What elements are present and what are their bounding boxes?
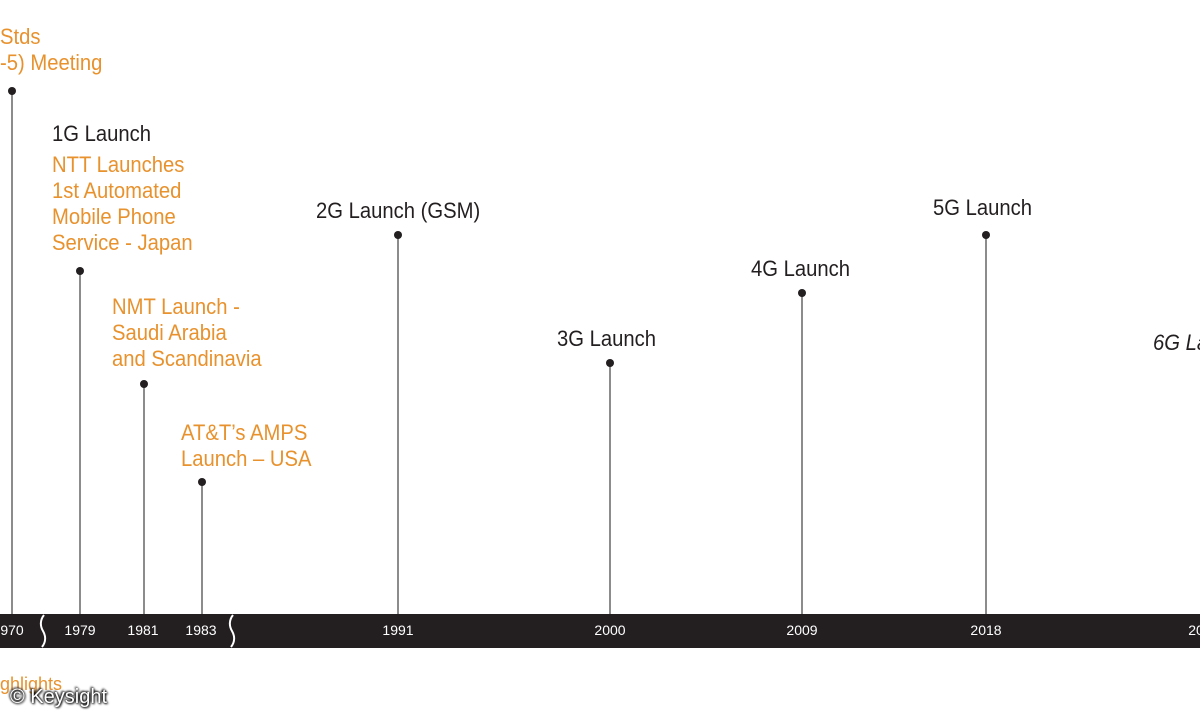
year-label: 1979 [64,622,96,638]
marker-dot-2009 [798,289,806,297]
year-label: 2000 [594,622,626,638]
year-label: 2018 [970,622,1002,638]
stds-meeting-label: Stds -5) Meeting [0,24,102,76]
stem-2009 [801,293,803,614]
marker-dot-1979 [76,267,84,275]
amps-launch-label: AT&T’s AMPS Launch – USA [181,420,312,472]
launch-5g-label: 5G Launch [933,195,1033,220]
launch-6g-label: 6G La [1153,330,1200,355]
stds-line-2: -5) Meeting [0,50,103,75]
marker-dot-2018 [982,231,990,239]
marker-dot-1981 [140,380,148,388]
nmt-line-3: and Scandinavia [112,346,262,371]
stem-1991 [397,235,399,614]
nmt-launch-label: NMT Launch - Saudi Arabia and Scandinavi… [112,294,262,372]
ntt-line-4: Service - Japan [52,230,193,255]
ntt-line-3: Mobile Phone [52,204,176,229]
year-label: 2009 [786,622,818,638]
launch-1g-label: 1G Launch [52,121,152,146]
stem-1983 [201,482,203,614]
year-label: 1983 [185,622,217,638]
launch-2g-label: 2G Launch (GSM) [316,198,481,223]
stem-1979 [79,271,81,614]
marker-dot-1970 [8,87,16,95]
stem-1981 [143,384,145,614]
copyright-credit: © Keysight [10,686,108,708]
stds-line-1: Stds [0,24,41,49]
stem-2000 [609,363,611,614]
launch-3g-label: 3G Launch [557,326,657,351]
timeline-break-1 [39,614,47,648]
nmt-line-2: Saudi Arabia [112,320,227,345]
stem-2018 [985,235,987,614]
year-label: 1991 [382,622,414,638]
stem-1970 [11,91,13,614]
marker-dot-1991 [394,231,402,239]
ntt-line-1: NTT Launches [52,152,185,177]
amps-line-2: Launch – USA [181,446,312,471]
marker-dot-2000 [606,359,614,367]
timeline-bar [0,614,1200,648]
year-label: 20 [1188,622,1200,638]
marker-dot-1983 [198,478,206,486]
launch-4g-label: 4G Launch [751,256,851,281]
highlights-caption: ghlights [0,674,63,694]
nmt-line-1: NMT Launch - [112,294,240,319]
timeline-break-2 [228,614,236,648]
amps-line-1: AT&T’s AMPS [181,420,308,445]
year-label: 970 [0,622,24,638]
ntt-launch-label: NTT Launches 1st Automated Mobile Phone … [52,152,193,256]
year-label: 1981 [127,622,159,638]
ntt-line-2: 1st Automated [52,178,182,203]
